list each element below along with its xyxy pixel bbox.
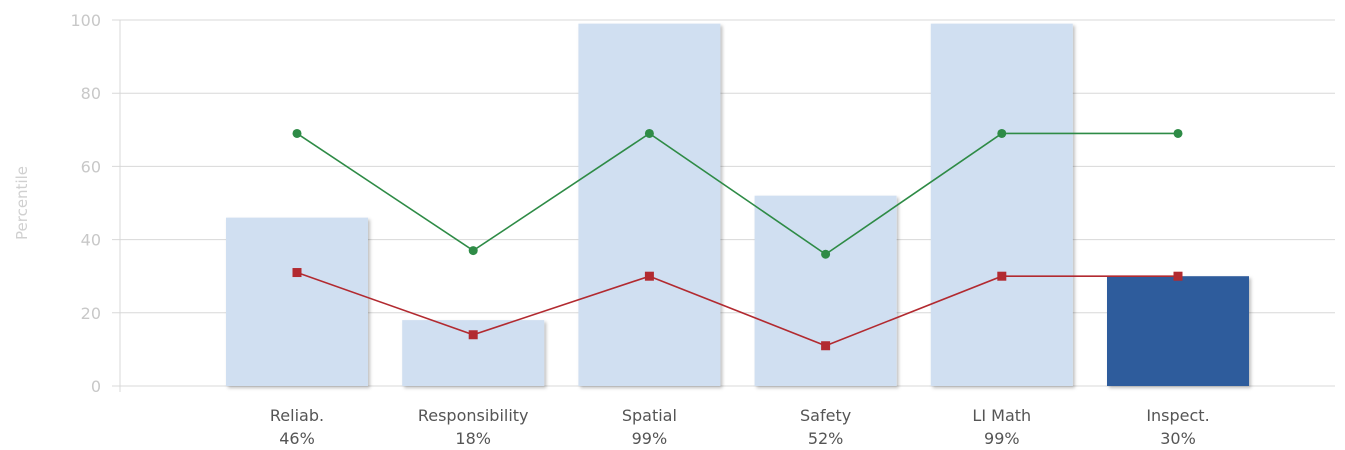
upper-line-point[interactable] (468, 246, 478, 256)
x-tick-sublabel: 99% (984, 429, 1020, 448)
x-tick-sublabel: 52% (808, 429, 844, 448)
x-tick-label: Reliab. (270, 406, 324, 425)
lines (292, 128, 1183, 351)
bar-inspect[interactable] (1107, 276, 1249, 386)
bar-reliab[interactable] (226, 217, 368, 386)
labels: 0 20 40 60 80 100 Reliab. 46% Responsibility 18% S… (70, 11, 1209, 448)
upper-line-point[interactable] (997, 128, 1007, 138)
lower-line-series (296, 271, 1178, 347)
lower-line-point[interactable] (821, 341, 831, 351)
bars (226, 23, 1249, 386)
lower-line-point[interactable] (997, 271, 1007, 281)
x-tick-label: Spatial (622, 406, 677, 425)
x-tick-label: Inspect. (1146, 406, 1209, 425)
x-tick-sublabel: 18% (455, 429, 491, 448)
bar-li-math[interactable] (930, 23, 1073, 386)
lower-line-point[interactable] (292, 268, 302, 278)
bar-safety[interactable] (754, 195, 897, 386)
y-axis-label: Percentile (13, 166, 31, 240)
x-tick-sublabel: 99% (632, 429, 668, 448)
lower-line-point[interactable] (1173, 271, 1183, 281)
x-tick-sublabel: 46% (279, 429, 315, 448)
upper-line-point[interactable] (821, 249, 831, 259)
upper-line-point[interactable] (644, 128, 654, 138)
x-tick-label: LI Math (972, 406, 1031, 425)
bar-spatial[interactable] (578, 23, 721, 386)
x-tick-label: Responsibility (418, 406, 529, 425)
y-tick-label: 100 (70, 11, 101, 30)
y-tick-label: 0 (91, 377, 101, 396)
y-tick-label: 60 (81, 157, 101, 176)
x-tick-sublabel: 30% (1160, 429, 1196, 448)
y-tick-label: 80 (81, 84, 101, 103)
upper-line-point[interactable] (1173, 128, 1183, 138)
upper-line-series (296, 132, 1178, 256)
lower-line-point[interactable] (644, 271, 654, 281)
lower-line-point[interactable] (468, 330, 478, 340)
bar-responsibility[interactable] (402, 320, 545, 386)
y-tick-label: 40 (81, 231, 101, 250)
y-tick-label: 20 (81, 304, 101, 323)
x-tick-label: Safety (800, 406, 851, 425)
upper-line-point[interactable] (292, 128, 302, 138)
